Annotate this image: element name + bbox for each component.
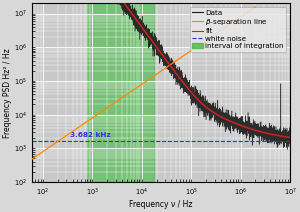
Y-axis label: Frequency PSD Hz² / Hz: Frequency PSD Hz² / Hz xyxy=(4,48,13,138)
Text: 3.682 kHz: 3.682 kHz xyxy=(70,132,111,138)
Legend: Data, $\beta$-separation line, fit, white noise, interval of integration: Data, $\beta$-separation line, fit, whit… xyxy=(190,7,286,52)
Bar xyxy=(87,3,154,182)
X-axis label: Frequency ν / Hz: Frequency ν / Hz xyxy=(129,199,193,209)
